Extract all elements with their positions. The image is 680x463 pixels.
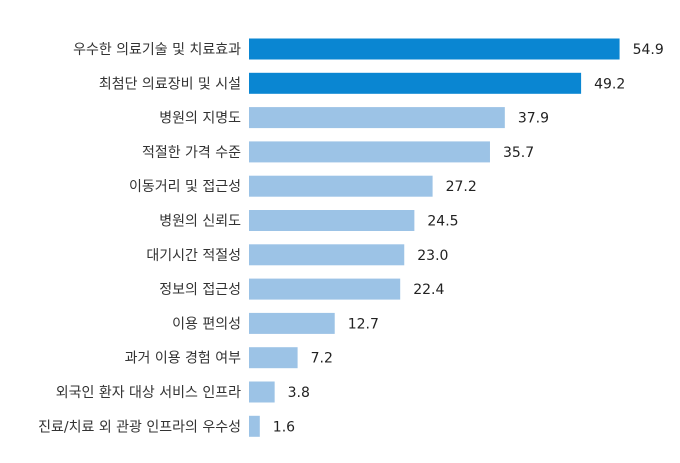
- value-label: 27.2: [446, 179, 477, 195]
- category-label: 병원의 신뢰도: [159, 214, 241, 230]
- value-label: 54.9: [633, 42, 664, 58]
- value-label: 37.9: [518, 111, 549, 127]
- value-label: 24.5: [427, 214, 458, 230]
- bar: [249, 175, 433, 197]
- value-label: 3.8: [288, 385, 310, 401]
- bar: [249, 107, 505, 129]
- category-label: 대기시간 적절성: [146, 248, 241, 264]
- category-label: 적절한 가격 수준: [142, 145, 241, 161]
- value-label: 7.2: [311, 351, 333, 367]
- category-label: 정보의 접근성: [159, 282, 241, 298]
- bar: [249, 381, 275, 403]
- value-label: 35.7: [503, 145, 534, 161]
- category-label: 이용 편의성: [172, 316, 241, 332]
- category-label: 이동거리 및 접근성: [129, 179, 241, 195]
- bar: [249, 210, 415, 231]
- bar: [249, 415, 260, 437]
- category-label: 병원의 지명도: [159, 111, 241, 127]
- category-label: 외국인 환자 대상 서비스 인프라: [56, 385, 241, 401]
- bar: [249, 244, 405, 266]
- bar: [249, 38, 620, 60]
- category-label: 최첨단 의료장비 및 시설: [99, 76, 241, 92]
- bar: [249, 312, 335, 334]
- value-label: 22.4: [413, 282, 444, 298]
- bar: [249, 141, 490, 163]
- bar: [249, 278, 401, 300]
- category-label: 과거 이용 경험 여부: [125, 351, 242, 367]
- bar: [249, 347, 298, 369]
- value-label: 23.0: [417, 248, 448, 264]
- category-label: 우수한 의료기술 및 치료효과: [73, 42, 241, 58]
- bar: [249, 72, 582, 94]
- value-label: 1.6: [273, 419, 295, 435]
- value-label: 49.2: [594, 76, 625, 92]
- value-label: 12.7: [348, 316, 379, 332]
- category-label: 진료/치료 외 관광 인프라의 우수성: [38, 419, 241, 435]
